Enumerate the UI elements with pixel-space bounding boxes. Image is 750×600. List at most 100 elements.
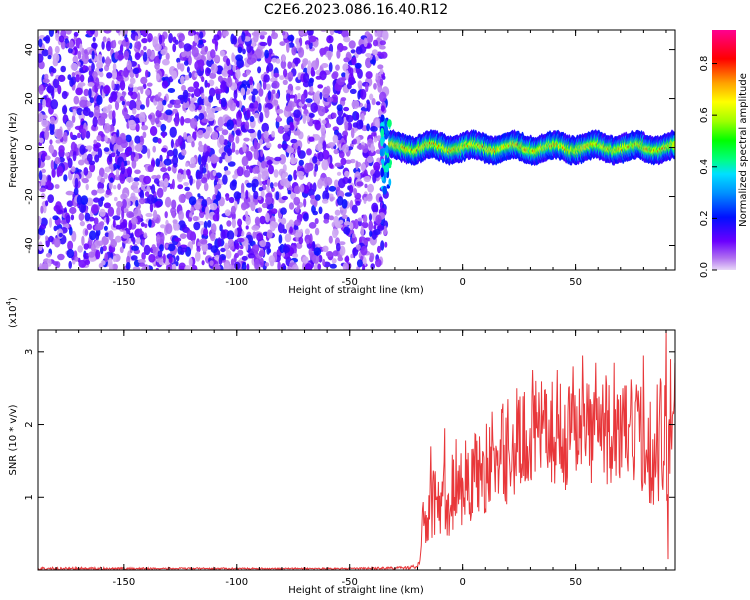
- heatmap-cell: [313, 92, 320, 103]
- heatmap-cell: [56, 128, 63, 140]
- heatmap-cell: [117, 54, 125, 60]
- heatmap-cell: [52, 53, 60, 63]
- heatmap-cell: [74, 125, 82, 130]
- heatmap-cell: [156, 174, 161, 180]
- heatmap-cell: [280, 207, 287, 215]
- colorbar-gradient: [712, 30, 736, 270]
- heatmap-cell: [384, 118, 388, 127]
- heatmap-cell: [69, 77, 74, 87]
- heatmap-cell: [258, 186, 264, 192]
- heatmap-cell: [253, 149, 259, 160]
- heatmap-cell: [326, 96, 334, 103]
- heatmap-cell: [86, 153, 93, 163]
- heatmap-cell: [312, 182, 317, 193]
- heatmap-cell: [218, 134, 225, 146]
- heatmap-cell: [40, 114, 48, 120]
- heatmap-cell: [106, 72, 113, 79]
- heatmap-cell: [261, 180, 268, 186]
- heatmap-cell: [48, 235, 54, 243]
- heatmap-cell: [110, 163, 114, 174]
- heatmap-cell: [128, 83, 134, 88]
- heatmap-cell: [50, 116, 55, 125]
- heatmap-cell: [355, 160, 359, 170]
- heatmap-cell: [313, 247, 322, 256]
- heatmap-cell: [65, 190, 74, 196]
- heatmap-cell: [268, 48, 273, 55]
- heatmap-cell: [384, 163, 389, 173]
- heatmap-cell: [377, 64, 384, 70]
- heatmap-cell: [342, 130, 349, 138]
- heatmap-cell: [126, 60, 132, 71]
- heatmap-cell: [279, 41, 286, 46]
- heatmap-cell: [82, 107, 91, 117]
- heatmap-cell: [366, 155, 374, 163]
- heatmap-cell: [248, 76, 254, 86]
- heatmap-cell: [121, 199, 127, 209]
- heatmap-cell: [83, 88, 90, 97]
- heatmap-cell: [185, 162, 189, 167]
- heatmap-cell: [344, 120, 349, 132]
- heatmap-cell: [87, 82, 95, 87]
- heatmap-cell: [119, 44, 124, 53]
- heatmap-cell: [273, 99, 279, 106]
- heatmap-cell: [334, 179, 339, 188]
- heatmap-cell: [149, 126, 158, 136]
- heatmap-cell: [155, 267, 159, 270]
- heatmap-cell: [351, 100, 360, 109]
- heatmap-cell: [271, 89, 276, 95]
- heatmap-cell: [146, 48, 152, 58]
- heatmap-frame: [37, 29, 676, 271]
- heatmap-cell: [165, 52, 170, 61]
- svg-text:(x104): (x104): [5, 297, 19, 328]
- heatmap-cell: [238, 224, 242, 236]
- heatmap-cell: [154, 201, 162, 207]
- heatmap-cell: [134, 169, 141, 175]
- x-tick-label: -100: [225, 577, 248, 588]
- heatmap-cell: [293, 158, 298, 163]
- heatmap-cell: [65, 30, 72, 35]
- heatmap-cell: [164, 211, 168, 219]
- heatmap-cell: [245, 189, 249, 200]
- heatmap-cell: [161, 80, 169, 89]
- heatmap-cell: [306, 102, 312, 108]
- heatmap-cell: [289, 226, 293, 234]
- heatmap-cell: [56, 165, 64, 177]
- heatmap-cell: [287, 34, 295, 42]
- heatmap-cell: [140, 30, 149, 36]
- heatmap-cell: [142, 51, 148, 62]
- heatmap-cell: [365, 82, 369, 93]
- heatmap-cell: [79, 171, 85, 181]
- heatmap-cell: [252, 231, 257, 239]
- heatmap-cell: [233, 254, 237, 263]
- heatmap-cell: [312, 241, 316, 250]
- heatmap-cell: [247, 253, 255, 259]
- heatmap-cell: [173, 99, 181, 105]
- heatmap-cell: [190, 206, 195, 214]
- heatmap-cell: [370, 59, 376, 65]
- heatmap-cell: [104, 252, 109, 263]
- heatmap-cell: [295, 86, 301, 91]
- heatmap-cell: [217, 75, 223, 83]
- heatmap-cell: [131, 159, 137, 169]
- heatmap-cell: [273, 182, 279, 187]
- heatmap-cell: [231, 218, 236, 229]
- heatmap-cell: [371, 49, 378, 56]
- colorbar-tick-label: 0.2: [699, 210, 710, 226]
- heatmap-cell: [253, 190, 259, 200]
- heatmap-cell: [228, 134, 235, 143]
- heatmap-cell: [49, 217, 52, 228]
- heatmap-cell: [281, 143, 289, 149]
- heatmap-cell: [306, 65, 311, 76]
- heatmap-cell: [308, 222, 317, 229]
- heatmap-cell: [232, 174, 238, 180]
- heatmap-cell: [328, 162, 334, 169]
- heatmap-cell: [156, 234, 161, 244]
- heatmap-cell: [133, 188, 141, 194]
- heatmap-cell: [293, 142, 299, 150]
- heatmap-cell: [191, 265, 198, 270]
- heatmap-cell: [38, 215, 42, 226]
- heatmap-cell: [257, 66, 262, 74]
- heatmap-cell: [197, 154, 202, 166]
- heatmap-cell: [193, 88, 201, 97]
- heatmap-cell: [128, 212, 135, 218]
